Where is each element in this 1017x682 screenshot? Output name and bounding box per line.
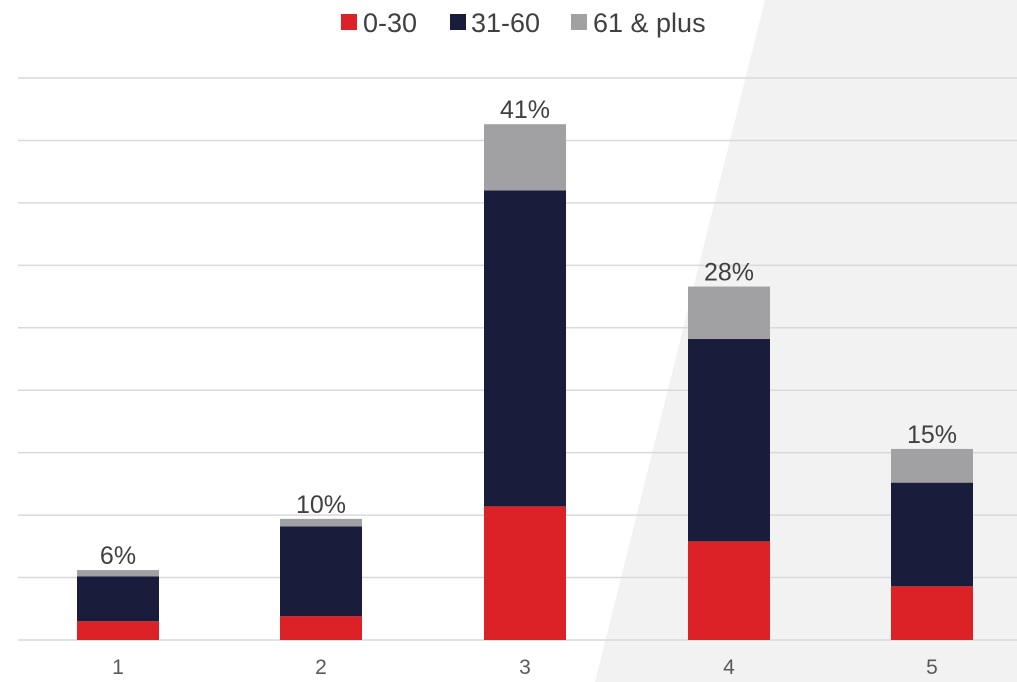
- bar-segment-0-30-cat-3: [484, 506, 566, 640]
- data-label-cat-2: 10%: [296, 491, 346, 519]
- bar-segment-0-30-cat-5: [891, 586, 973, 640]
- legend-swatch-0-30: [341, 14, 357, 30]
- legend-swatch-31-60: [450, 14, 466, 30]
- bar-segment-0-30-cat-1: [77, 621, 159, 640]
- bar-segment-61-plus-cat-3: [484, 124, 566, 191]
- bar-segment-31-60-cat-2: [280, 526, 362, 617]
- x-tick-label-4: 4: [723, 656, 735, 679]
- bar-segment-31-60-cat-3: [484, 190, 566, 507]
- legend: 0-30 31-60 61 & plus: [341, 8, 706, 38]
- x-tick-label-2: 2: [315, 656, 327, 679]
- legend-label-0-30: 0-30: [363, 8, 417, 38]
- data-labels: 6% 10% 41% 28% 15%: [100, 96, 957, 570]
- bar-segment-61-plus-cat-1: [77, 570, 159, 577]
- bars: [77, 124, 973, 640]
- bar-segment-0-30-cat-2: [280, 616, 362, 640]
- legend-label-31-60: 31-60: [471, 8, 540, 38]
- bar-segment-61-plus-cat-5: [891, 448, 973, 483]
- bar-segment-31-60-cat-4: [688, 339, 770, 542]
- x-tick-label-5: 5: [926, 656, 938, 679]
- x-axis-ticks: 1 2 3 4 5: [112, 656, 938, 679]
- bar-segment-31-60-cat-1: [77, 576, 159, 622]
- bar-segment-0-30-cat-4: [688, 541, 770, 640]
- x-tick-label-3: 3: [519, 656, 531, 679]
- legend-label-61-plus: 61 & plus: [593, 8, 706, 38]
- bar-segment-61-plus-cat-4: [688, 286, 770, 340]
- data-label-cat-1: 6%: [100, 542, 136, 570]
- legend-swatch-61-plus: [571, 14, 587, 30]
- data-label-cat-4: 28%: [704, 259, 754, 287]
- bar-segment-61-plus-cat-2: [280, 518, 362, 527]
- data-label-cat-5: 15%: [907, 421, 957, 449]
- x-tick-label-1: 1: [112, 656, 124, 679]
- data-label-cat-3: 41%: [500, 96, 550, 124]
- bar-segment-31-60-cat-5: [891, 482, 973, 587]
